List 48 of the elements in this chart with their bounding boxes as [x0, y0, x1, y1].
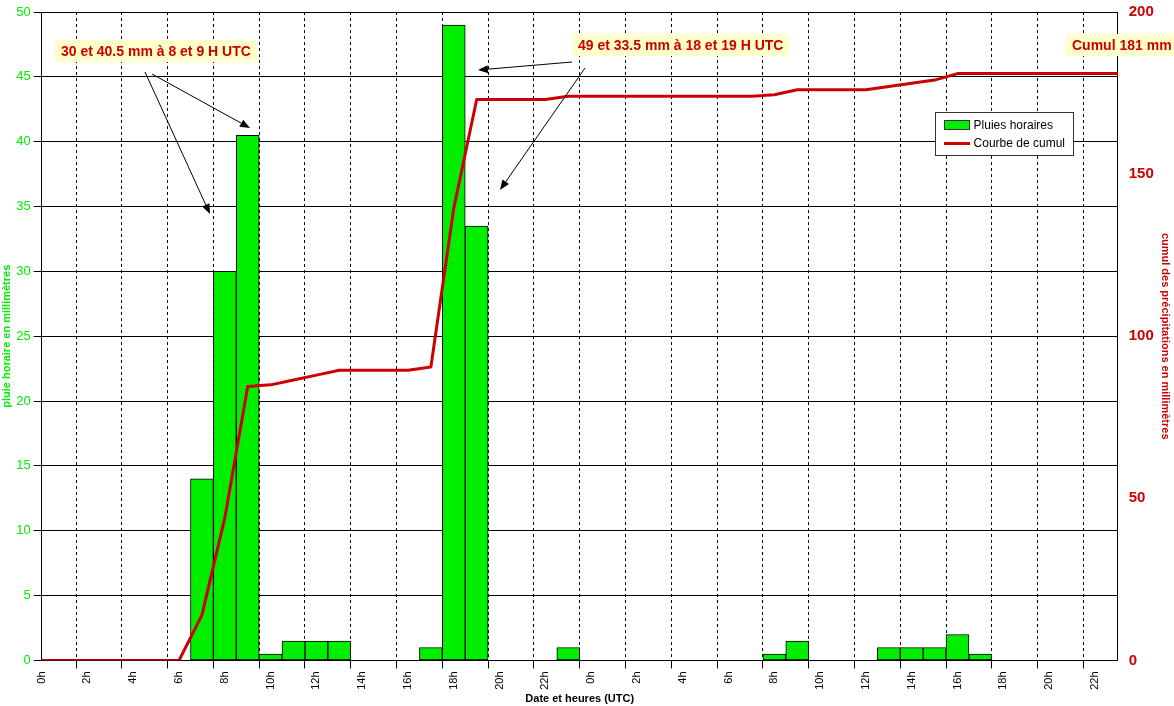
- y-tick-label: 45: [16, 68, 31, 84]
- y2-axis-title: cumul des précipitations en millimètres: [1160, 232, 1173, 440]
- y-tick-label: 0: [23, 652, 31, 668]
- y-tick-label: 50: [16, 3, 31, 19]
- y-tick-label: 20: [16, 392, 31, 408]
- x-tick-label: 16h: [950, 671, 963, 690]
- x-tick-label: 20h: [1042, 671, 1055, 690]
- x-tick-label: 14h: [904, 671, 917, 690]
- annotation: 30 et 40.5 mm à 8 et 9 H UTC: [55, 40, 257, 62]
- x-tick-label: 22h: [1087, 671, 1100, 690]
- x-tick-label: 18h: [446, 671, 459, 690]
- x-tick-label: 0h: [34, 671, 47, 684]
- y2-tick-label: 100: [1128, 326, 1154, 344]
- y-axis-title: pluie horaire en millimètres: [0, 264, 12, 408]
- x-tick-label: 2h: [629, 671, 642, 684]
- y2-tick-label: 150: [1128, 164, 1154, 182]
- x-tick-label: 2h: [80, 671, 93, 684]
- x-axis-title: Date et heures (UTC): [525, 692, 635, 705]
- x-tick-label: 10h: [263, 671, 276, 690]
- x-tick-label: 4h: [675, 671, 688, 684]
- y-tick-label: 15: [16, 457, 31, 473]
- y-tick-label: 40: [16, 133, 31, 149]
- x-tick-label: 8h: [217, 671, 230, 684]
- y-tick-label: 30: [16, 262, 31, 278]
- x-tick-label: 8h: [767, 671, 780, 684]
- x-tick-label: 10h: [813, 671, 826, 690]
- x-tick-label: 12h: [309, 671, 322, 690]
- x-tick-label: 20h: [492, 671, 505, 690]
- x-tick-label: 0h: [584, 671, 597, 684]
- x-tick-label: 22h: [538, 671, 551, 690]
- x-tick-label: 14h: [355, 671, 368, 690]
- x-tick-label: 4h: [126, 671, 139, 684]
- legend-label: Courbe de cumul: [973, 136, 1065, 150]
- legend-label: Pluies horaires: [973, 118, 1053, 132]
- y2-tick-label: 50: [1128, 488, 1146, 506]
- y-tick-label: 5: [23, 587, 31, 603]
- annotation: Cumul 181 mm: [1066, 34, 1174, 56]
- y-tick-label: 35: [16, 198, 31, 214]
- y2-tick-label: 200: [1128, 2, 1154, 20]
- y-tick-label: 25: [16, 327, 31, 343]
- annotation: 49 et 33.5 mm à 18 et 19 H UTC: [572, 34, 790, 56]
- x-tick-label: 18h: [996, 671, 1009, 690]
- x-tick-label: 6h: [172, 671, 185, 684]
- x-tick-label: 16h: [401, 671, 414, 690]
- x-tick-label: 6h: [721, 671, 734, 684]
- y-tick-label: 10: [16, 522, 31, 538]
- x-tick-label: 12h: [858, 671, 871, 690]
- y2-tick-label: 0: [1128, 650, 1138, 668]
